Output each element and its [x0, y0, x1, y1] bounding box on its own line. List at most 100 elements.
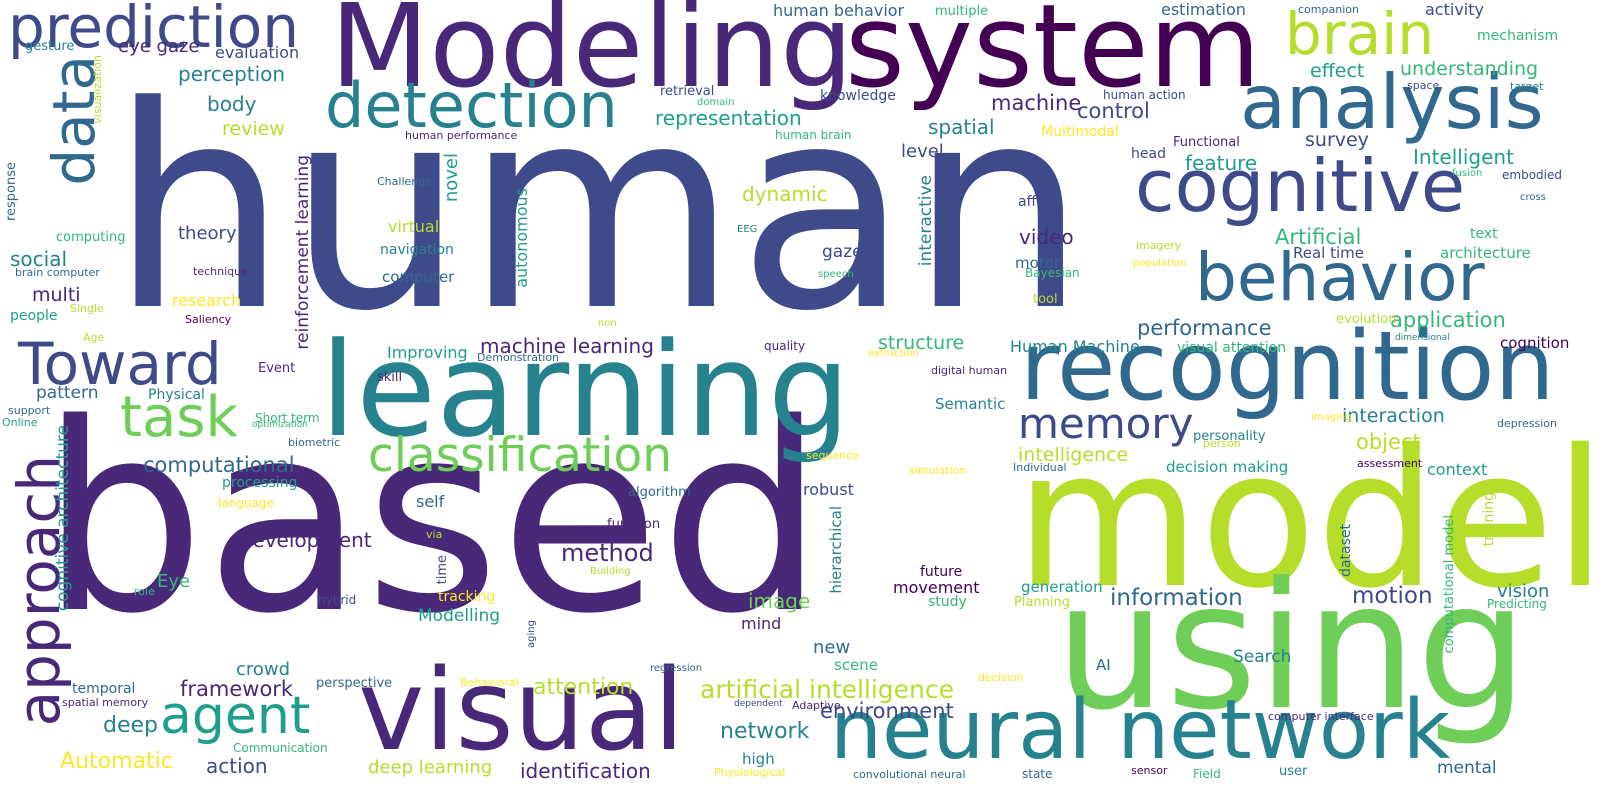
word-toward: Toward [18, 330, 222, 398]
word-bayesian: Bayesian [1025, 266, 1080, 280]
word-mind: mind [741, 614, 782, 633]
word-survey: survey [1305, 129, 1369, 151]
word-modelling: Modelling [418, 606, 501, 626]
word-brain: brain [1285, 0, 1435, 68]
word-theory: theory [178, 223, 237, 244]
word-optimization: optimization [252, 420, 308, 430]
word-movement: movement [893, 578, 980, 597]
word-imagery: imagery [1136, 239, 1182, 252]
word-self: self [416, 492, 445, 511]
word-search: Search [1233, 647, 1292, 667]
word-representation: representation [655, 106, 802, 130]
word-cognition: cognition [1500, 334, 1570, 352]
word-fusion: fusion [1452, 168, 1483, 179]
word-training: training [1481, 492, 1497, 547]
word-real-time: Real time [1293, 244, 1364, 262]
word-cross: cross [1520, 192, 1546, 203]
word-personality: personality [1193, 429, 1266, 444]
word-adaptive: Adaptive [792, 699, 841, 712]
word-motion: motion [1352, 583, 1433, 609]
word-retrieval: retrieval [660, 84, 715, 99]
word-future: future [920, 564, 963, 580]
word-gesture: gesture [25, 39, 75, 54]
word-assessment: assessment [1357, 457, 1423, 470]
word-reinforcement-learning: reinforcement learning [293, 155, 313, 350]
word-activity: activity [1425, 0, 1484, 19]
word-online: Online [2, 416, 38, 429]
word-spatial-memory: spatial memory [62, 696, 149, 709]
word-level: level [901, 141, 944, 162]
word-autonomous: autonomous [512, 188, 531, 288]
word-pattern: pattern [36, 383, 99, 403]
word-visual-attention: visual attention [1177, 340, 1287, 356]
word-deep-learning: deep learning [368, 757, 493, 778]
word-non: non [598, 318, 617, 329]
word-system: system [845, 0, 1261, 114]
word-study: study [928, 594, 967, 610]
word-saliency: Saliency [185, 313, 232, 326]
word-recognition: recognition [1020, 312, 1555, 422]
word-application: application [1390, 308, 1506, 332]
word-machine-learning: machine learning [480, 334, 654, 358]
word-development: Development [237, 528, 372, 552]
word-feature: feature [1185, 151, 1258, 175]
word-memory: memory [1018, 399, 1194, 448]
word-intelligent: Intelligent [1413, 145, 1514, 169]
word-action: action [206, 754, 268, 778]
word-behavior: behavior [1195, 239, 1485, 316]
word-intelligence: intelligence [1018, 444, 1129, 466]
word-image: image [748, 589, 811, 613]
word-prediction: prediction [8, 0, 299, 61]
word-tool: tool [1033, 292, 1058, 307]
word-interaction: interaction [1342, 405, 1445, 427]
word-people: people [10, 308, 58, 324]
word-knowledge: knowledge [820, 88, 896, 104]
word-semantic: Semantic [935, 395, 1006, 413]
word-computing: computing [56, 230, 126, 245]
word-computer: computer [382, 268, 455, 286]
word-behavioral: Behavioral [460, 676, 519, 689]
word-head: head [1131, 146, 1166, 162]
word-structure: structure [878, 332, 965, 354]
word-evaluation: evaluation [215, 43, 300, 62]
word-hybrid: hybrid [318, 593, 357, 607]
word-using: using [1055, 546, 1528, 749]
word-attention: attention [533, 675, 634, 700]
word-dimensional: dimensional [1395, 333, 1450, 343]
word-sensor: sensor [1131, 764, 1168, 777]
word-population: population [1133, 258, 1187, 269]
word-environment: environment [820, 699, 954, 723]
word-model: model [1015, 409, 1600, 630]
word-task: task [120, 385, 238, 450]
word-high: high [742, 750, 775, 768]
word-communication: Communication [233, 741, 328, 755]
word-crowd: crowd [236, 659, 291, 680]
word-agent: agent [160, 686, 311, 746]
word-machine: machine [991, 91, 1082, 115]
word-visual: visual [358, 646, 685, 776]
word-time: time [435, 555, 450, 585]
word-artificial: Artificial [1275, 225, 1362, 249]
word-age: Age [83, 331, 105, 344]
word-ai: AI [1096, 656, 1111, 674]
word-eye: Eye [157, 571, 191, 592]
word-brain-computer: brain computer [15, 266, 100, 279]
word-framework: framework [180, 677, 294, 701]
word-dataset: dataset [1338, 524, 1354, 577]
word-classification: classification [368, 428, 673, 483]
word-information: information [1110, 585, 1243, 611]
word-detection: detection [325, 69, 618, 142]
word-temporal: temporal [72, 681, 136, 697]
word-user: user [1279, 764, 1308, 779]
word-state: state [1022, 767, 1053, 781]
word-improving: Improving [387, 343, 468, 362]
word-perception: perception [178, 62, 286, 86]
word-gaze: gaze [822, 242, 863, 262]
word-text: text [1470, 226, 1498, 242]
word-video: video [1019, 225, 1074, 249]
word-language: language [218, 496, 274, 510]
word-dependent: dependent [734, 699, 783, 709]
word-biometric: biometric [288, 436, 341, 449]
word-digital-human: digital human [931, 364, 1008, 377]
word-building: Building [590, 566, 631, 577]
